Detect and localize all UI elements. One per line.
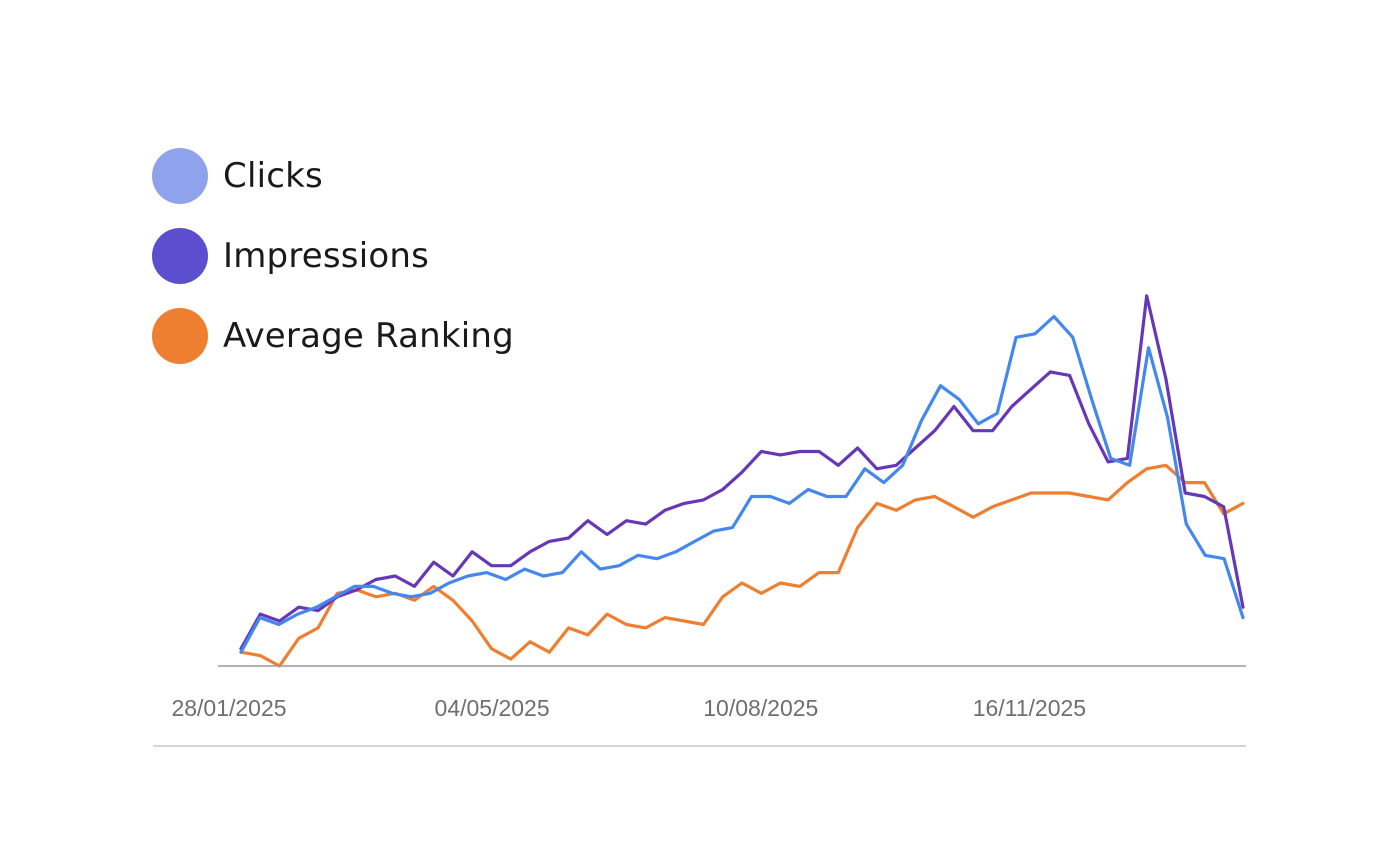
legend: Clicks Impressions Average Ranking bbox=[152, 148, 514, 388]
series-layer bbox=[239, 294, 1245, 668]
series-line-average-ranking[interactable] bbox=[239, 463, 1245, 668]
legend-item-impressions[interactable]: Impressions bbox=[152, 228, 514, 284]
impressions-swatch-icon bbox=[152, 228, 208, 284]
legend-item-clicks[interactable]: Clicks bbox=[152, 148, 514, 204]
legend-label: Clicks bbox=[223, 156, 323, 196]
clicks-swatch-icon bbox=[152, 148, 208, 204]
average-ranking-swatch-icon bbox=[152, 308, 208, 364]
legend-label: Average Ranking bbox=[223, 316, 514, 356]
x-tick-label: 28/01/2025 bbox=[171, 695, 286, 721]
legend-item-average-ranking[interactable]: Average Ranking bbox=[152, 308, 514, 364]
legend-label: Impressions bbox=[223, 236, 430, 276]
series-line-clicks[interactable] bbox=[239, 314, 1245, 654]
x-tick-label: 16/11/2025 bbox=[973, 695, 1086, 721]
x-axis-ticks: 28/01/2025 04/05/2025 10/08/2025 16/11/2025 bbox=[171, 695, 1086, 721]
x-tick-label: 10/08/2025 bbox=[703, 695, 818, 721]
x-tick-label: 04/05/2025 bbox=[435, 695, 550, 721]
series-line-impressions[interactable] bbox=[239, 294, 1245, 651]
